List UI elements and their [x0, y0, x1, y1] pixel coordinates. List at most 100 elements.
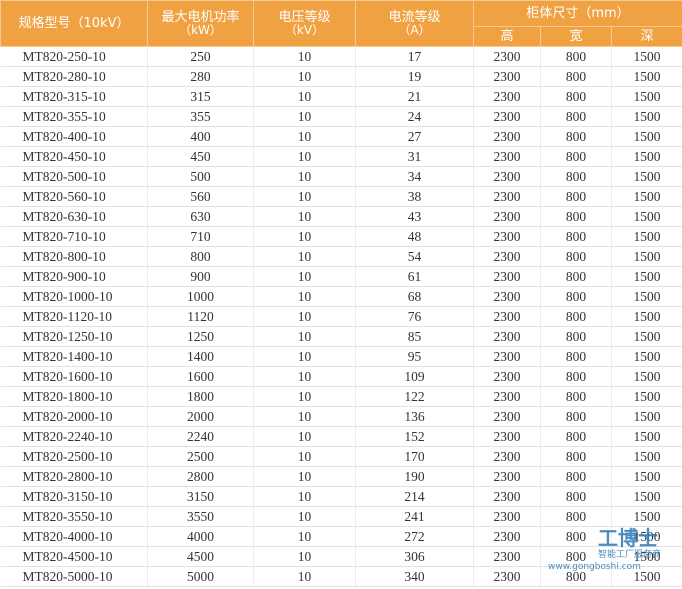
value-cell: 3550	[147, 506, 254, 527]
header-cell: 电流等级 （A）	[355, 0, 474, 47]
value-cell: 2300	[473, 306, 541, 327]
header-sub: 高	[473, 26, 541, 47]
value-cell: 10	[253, 206, 356, 227]
value-cell: 340	[355, 566, 474, 587]
table-row: MT820-800-10 800 10 54 2300 800 1500	[0, 246, 682, 267]
value-cell: 800	[540, 226, 612, 247]
value-cell: 800	[540, 206, 612, 227]
table-row: MT820-560-10 560 10 38 2300 800 1500	[0, 186, 682, 207]
value-cell: 10	[253, 486, 356, 507]
value-cell: 38	[355, 186, 474, 207]
model-cell: MT820-710-10	[0, 226, 148, 247]
value-cell: 2300	[473, 66, 541, 87]
value-cell: 1600	[147, 366, 254, 387]
value-cell: 2300	[473, 326, 541, 347]
value-cell: 10	[253, 526, 356, 547]
value-cell: 2300	[473, 506, 541, 527]
value-cell: 4500	[147, 546, 254, 567]
value-cell: 800	[540, 486, 612, 507]
value-cell: 2300	[473, 226, 541, 247]
table-row: MT820-2240-10 2240 10 152 2300 800 1500	[0, 426, 682, 447]
value-cell: 800	[540, 546, 612, 567]
value-cell: 355	[147, 106, 254, 127]
value-cell: 1500	[611, 346, 682, 367]
value-cell: 10	[253, 106, 356, 127]
table-row: MT820-400-10 400 10 27 2300 800 1500	[0, 126, 682, 147]
value-cell: 10	[253, 46, 356, 67]
value-cell: 2300	[473, 406, 541, 427]
value-cell: 2300	[473, 446, 541, 467]
value-cell: 10	[253, 346, 356, 367]
model-cell: MT820-315-10	[0, 86, 148, 107]
value-cell: 800	[540, 186, 612, 207]
table-row: MT820-250-10 250 10 17 2300 800 1500	[0, 46, 682, 67]
value-cell: 10	[253, 66, 356, 87]
value-cell: 2500	[147, 446, 254, 467]
value-cell: 2300	[473, 286, 541, 307]
header-cell: 电压等级 （kV）	[253, 0, 356, 47]
value-cell: 31	[355, 146, 474, 167]
value-cell: 10	[253, 286, 356, 307]
value-cell: 800	[540, 506, 612, 527]
value-cell: 800	[147, 246, 254, 267]
value-cell: 800	[540, 346, 612, 367]
value-cell: 2300	[473, 126, 541, 147]
value-cell: 800	[540, 446, 612, 467]
value-cell: 95	[355, 346, 474, 367]
model-cell: MT820-2000-10	[0, 406, 148, 427]
value-cell: 1500	[611, 526, 682, 547]
value-cell: 3150	[147, 486, 254, 507]
model-cell: MT820-4500-10	[0, 546, 148, 567]
table-row: MT820-1120-10 1120 10 76 2300 800 1500	[0, 306, 682, 327]
header-unit: （A）	[398, 22, 431, 37]
value-cell: 170	[355, 446, 474, 467]
value-cell: 19	[355, 66, 474, 87]
model-cell: MT820-1800-10	[0, 386, 148, 407]
value-cell: 2300	[473, 466, 541, 487]
value-cell: 10	[253, 466, 356, 487]
value-cell: 2300	[473, 386, 541, 407]
value-cell: 1250	[147, 326, 254, 347]
value-cell: 1500	[611, 86, 682, 107]
header-cell: 柜体尺寸（mm）	[472, 0, 682, 27]
value-cell: 152	[355, 426, 474, 447]
value-cell: 800	[540, 386, 612, 407]
table-row: MT820-1800-10 1800 10 122 2300 800 1500	[0, 386, 682, 407]
model-cell: MT820-250-10	[0, 46, 148, 67]
header-label: 电流等级	[388, 9, 441, 25]
value-cell: 10	[253, 146, 356, 167]
table-row: MT820-5000-10 5000 10 340 2300 800 1500	[0, 566, 682, 587]
value-cell: 1500	[611, 286, 682, 307]
value-cell: 2300	[473, 426, 541, 447]
value-cell: 1000	[147, 286, 254, 307]
value-cell: 214	[355, 486, 474, 507]
model-cell: MT820-2240-10	[0, 426, 148, 447]
value-cell: 1500	[611, 326, 682, 347]
header-sub: 宽	[540, 26, 612, 47]
watermark-url: www.gongboshi.com	[548, 562, 641, 572]
value-cell: 10	[253, 326, 356, 347]
model-cell: MT820-1400-10	[0, 346, 148, 367]
table-row: MT820-2500-10 2500 10 170 2300 800 1500	[0, 446, 682, 467]
value-cell: 2300	[473, 146, 541, 167]
value-cell: 2300	[473, 46, 541, 67]
value-cell: 1500	[611, 146, 682, 167]
value-cell: 1800	[147, 386, 254, 407]
value-cell: 710	[147, 226, 254, 247]
header-label: 最大电机功率	[161, 9, 240, 25]
value-cell: 2300	[473, 346, 541, 367]
value-cell: 2300	[473, 166, 541, 187]
value-cell: 800	[540, 106, 612, 127]
value-cell: 800	[540, 126, 612, 147]
value-cell: 10	[253, 186, 356, 207]
table-row: MT820-3550-10 3550 10 241 2300 800 1500	[0, 506, 682, 527]
model-cell: MT820-3150-10	[0, 486, 148, 507]
value-cell: 1500	[611, 186, 682, 207]
value-cell: 2300	[473, 566, 541, 587]
value-cell: 1500	[611, 386, 682, 407]
table-row: MT820-1400-10 1400 10 95 2300 800 1500	[0, 346, 682, 367]
value-cell: 800	[540, 246, 612, 267]
value-cell: 48	[355, 226, 474, 247]
header-label: 规格型号（10kV）	[18, 16, 130, 31]
